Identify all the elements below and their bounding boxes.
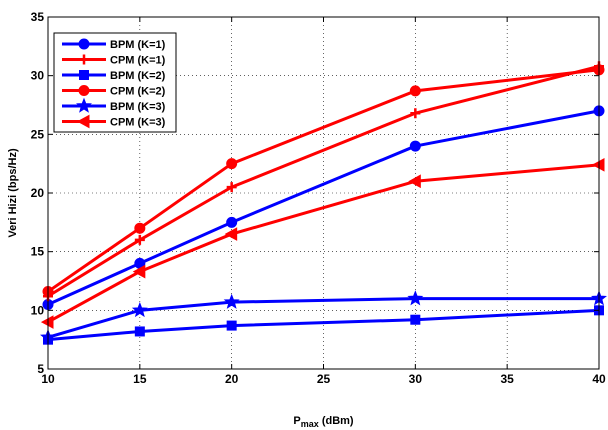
data-point [224, 227, 238, 241]
x-tick-label: 20 [225, 372, 239, 386]
y-tick-label: 10 [31, 303, 45, 317]
legend-item: CPM (K=2) [62, 85, 166, 98]
legend-box [53, 32, 177, 133]
legend-label: BPM (K=1) [110, 39, 166, 51]
data-point [407, 290, 424, 306]
data-point [408, 174, 421, 189]
x-tick-label: 40 [592, 372, 606, 386]
x-tick-label: 15 [133, 372, 147, 386]
data-point [409, 85, 421, 97]
legend-items: BPM (K=1) CPM (K=1) BPM (K=2) CPM (K=2) BPM … [62, 38, 166, 129]
y-tick-label: 35 [31, 10, 45, 24]
y-tick-label: 25 [31, 127, 45, 141]
x-axis-label: Pmax (dBm) [293, 415, 354, 429]
data-point [410, 314, 421, 325]
x-tick-label: 10 [41, 372, 55, 386]
series-4 [42, 64, 605, 298]
legend-item: CPM (K=3) [62, 114, 166, 129]
x-axis-label-main: P [293, 415, 300, 427]
data-point [131, 301, 148, 318]
legend: BPM (K=1) CPM (K=1) BPM (K=2) CPM (K=2) BPM … [53, 32, 177, 133]
y-tick-label: 5 [37, 362, 44, 376]
y-tick-label: 30 [31, 69, 45, 83]
data-point [226, 182, 237, 193]
legend-marker [79, 54, 89, 65]
legend-label: BPM (K=2) [110, 70, 166, 82]
data-point [134, 222, 146, 234]
data-point [410, 108, 421, 119]
series-layer [40, 61, 607, 345]
legend-item: BPM (K=3) [62, 97, 166, 113]
legend-label: CPM (K=3) [110, 117, 166, 129]
y-axis-label: Veri Hizi (bps/Hz) [7, 148, 19, 238]
legend-marker [76, 97, 92, 113]
legend-marker [78, 85, 90, 96]
data-point [226, 320, 237, 331]
legend-item: BPM (K=1) [62, 38, 166, 51]
x-axis-label-unit: (dBm) [319, 415, 354, 427]
x-tick-label: 25 [317, 372, 331, 386]
data-point [134, 234, 145, 245]
legend-item: BPM (K=2) [62, 70, 166, 82]
legend-marker [78, 38, 90, 50]
data-point [226, 158, 238, 170]
data-point [409, 140, 421, 152]
data-point [226, 216, 238, 228]
x-axis-label-subscript: max [301, 419, 319, 429]
legend-label: BPM (K=3) [110, 101, 166, 113]
y-tick-label: 15 [31, 245, 45, 259]
legend-marker [79, 70, 89, 80]
y-tick-label: 20 [31, 186, 45, 200]
legend-label: CPM (K=2) [110, 86, 166, 98]
grid-layer [48, 17, 599, 369]
x-tick-label: 35 [500, 372, 514, 386]
data-point [132, 264, 146, 279]
legend-marker [76, 114, 90, 129]
legend-item: CPM (K=1) [62, 54, 166, 67]
data-point [223, 293, 240, 309]
data-point [134, 326, 145, 337]
x-tick-label: 30 [409, 372, 423, 386]
legend-label: CPM (K=1) [110, 55, 166, 67]
